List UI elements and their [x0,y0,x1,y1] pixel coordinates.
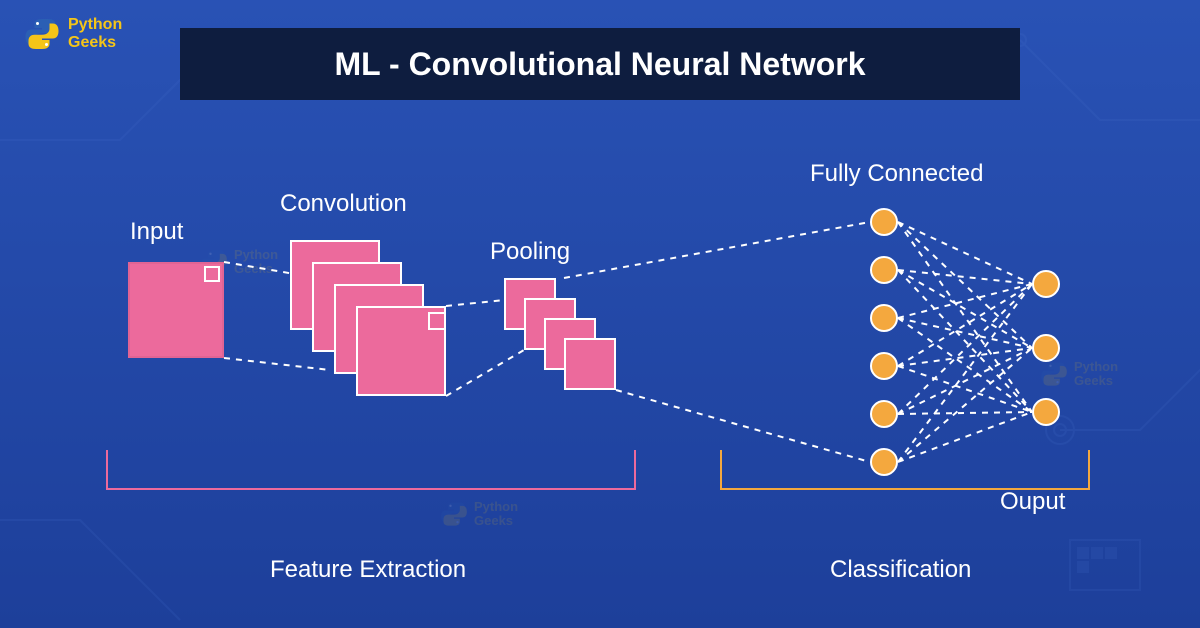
fc-neuron [870,400,898,428]
label-fully-connected: Fully Connected [810,160,983,188]
input-kernel [204,266,220,282]
fc-neuron [870,304,898,332]
logo-line2: Geeks [234,262,278,276]
conv-kernel [428,312,446,330]
diagram-canvas: PythonGeeks PythonGeeks PythonGeeks Pyth… [0,0,1200,628]
logo-text: PythonGeeks [1074,360,1118,389]
label-convolution: Convolution [280,190,407,218]
watermark: PythonGeeks [440,500,518,529]
logo-line2: Geeks [474,514,518,528]
logo-text: PythonGeeks [234,248,278,277]
fc-neuron [870,352,898,380]
logo-text: PythonGeeks [474,500,518,529]
section-feature-extraction: Feature Extraction [270,556,466,584]
python-logo-icon [24,16,60,52]
bracket-feature-extraction [106,450,636,490]
logo-line2: Geeks [68,34,122,52]
output-neuron [1032,334,1060,362]
pool-feature-map [564,338,616,390]
fc-neuron [870,256,898,284]
title-text: ML - Convolutional Neural Network [335,46,866,83]
title-bar: ML - Convolutional Neural Network [180,28,1020,100]
label-pooling: Pooling [490,238,570,266]
python-logo-icon [1040,360,1068,388]
output-neuron [1032,270,1060,298]
section-classification: Classification [830,556,971,584]
logo-line1: Python [474,500,518,514]
brand-logo: PythonGeeks [24,16,122,52]
bracket-classification [720,450,1090,490]
output-neuron [1032,398,1060,426]
logo-line1: Python [234,248,278,262]
logo-line1: Python [1074,360,1118,374]
label-input: Input [130,218,183,246]
logo-line2: Geeks [1074,374,1118,388]
python-logo-icon [440,500,468,528]
label-output: Ouput [1000,488,1065,516]
logo-text: PythonGeeks [68,16,122,51]
logo-line1: Python [68,16,122,34]
fc-neuron [870,208,898,236]
watermark: PythonGeeks [1040,360,1118,389]
